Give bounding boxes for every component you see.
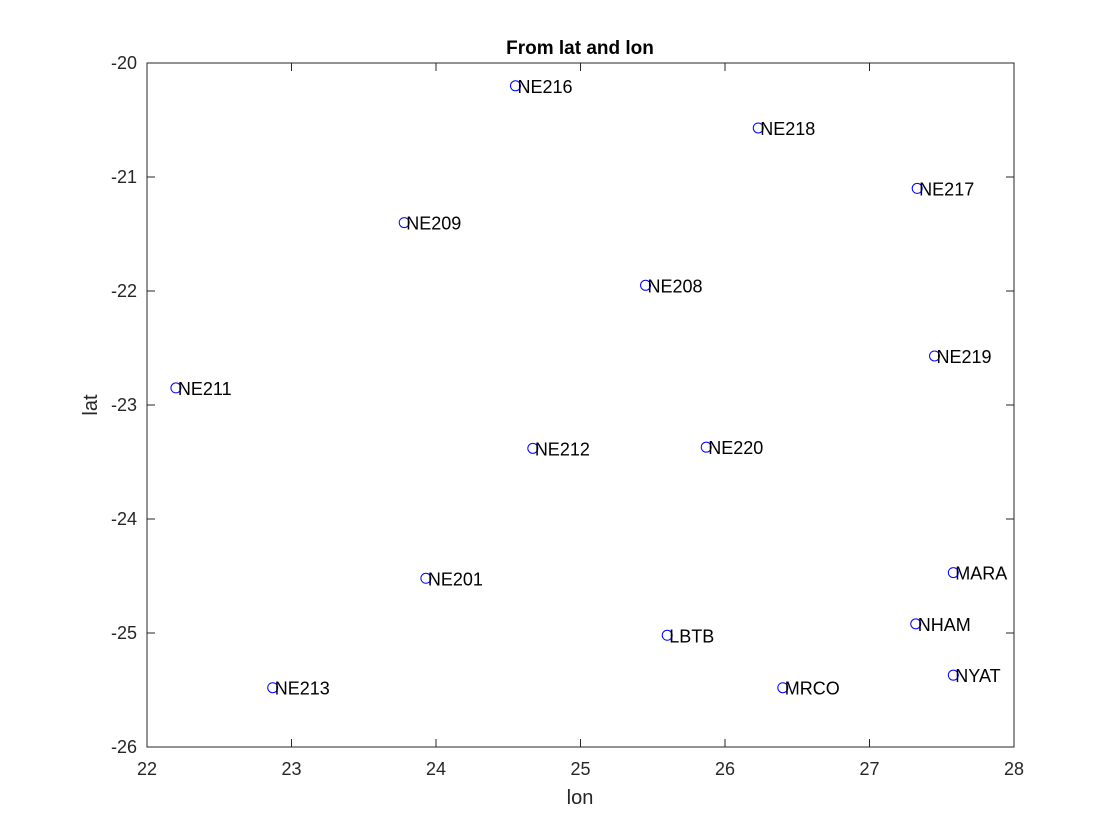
data-point-label: NE213 — [275, 679, 330, 699]
data-point-label: NE201 — [428, 569, 483, 589]
data-point — [911, 182, 923, 194]
data-point — [267, 682, 279, 694]
x-tick-label: 23 — [281, 759, 301, 779]
data-point — [700, 441, 712, 453]
data-point — [527, 442, 539, 454]
data-point — [947, 567, 959, 579]
data-point-label: NE211 — [178, 379, 232, 399]
data-point — [170, 382, 182, 394]
x-tick-label: 25 — [570, 759, 590, 779]
y-tick-label: -21 — [111, 167, 137, 187]
data-point-label: NE220 — [708, 438, 763, 458]
data-point — [420, 572, 432, 584]
x-tick-label: 22 — [137, 759, 157, 779]
data-point — [929, 350, 941, 362]
data-point — [661, 629, 673, 641]
y-tick-label: -25 — [111, 623, 137, 643]
data-point-label: NE219 — [937, 347, 992, 367]
data-point-label: NHAM — [918, 615, 971, 635]
data-point-label: MARA — [955, 564, 1007, 584]
data-point — [398, 217, 410, 229]
axis-ticks: 22 23 24 25 26 27 28 -20 -21 -22 -23 -24 -25 -26 — [111, 53, 1024, 779]
chart-title: From lat and lon — [506, 38, 654, 59]
data-point-label: NE218 — [760, 119, 815, 139]
data-point — [910, 618, 922, 630]
data-point — [509, 80, 521, 92]
data-point-label: MRCO — [785, 679, 840, 699]
data-point-label: NYAT — [955, 666, 1000, 686]
y-tick-label: -22 — [111, 281, 137, 301]
data-point-label: NE208 — [648, 276, 703, 296]
data-point — [640, 279, 652, 291]
x-tick-label: 24 — [426, 759, 446, 779]
x-axis-label: lon — [567, 787, 594, 809]
data-point-label: NE216 — [517, 77, 572, 97]
y-tick-label: -24 — [111, 509, 137, 529]
data-point-label: NE217 — [919, 179, 974, 199]
plot-area — [146, 62, 1015, 748]
data-point — [947, 669, 959, 681]
x-tick-label: 27 — [859, 759, 879, 779]
data-point — [752, 122, 764, 134]
data-point — [777, 682, 789, 694]
data-point-label: NE209 — [406, 214, 461, 234]
y-tick-label: -26 — [111, 737, 137, 757]
y-axis-label: lat — [80, 394, 102, 416]
x-tick-label: 26 — [715, 759, 735, 779]
y-tick-label: -20 — [111, 53, 137, 73]
data-point-label: LBTB — [669, 626, 714, 646]
data-point-label: NE212 — [535, 439, 590, 459]
x-tick-label: 28 — [1004, 759, 1024, 779]
y-tick-label: -23 — [111, 395, 137, 415]
data-points: NE216 NE218 NE217 NE209 NE208 NE219 NE211 NE212… — [170, 77, 1007, 699]
